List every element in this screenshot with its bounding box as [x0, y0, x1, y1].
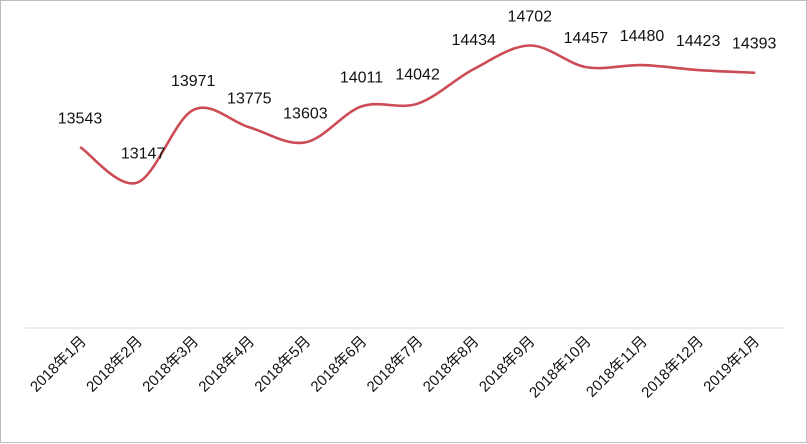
data-label: 14480: [620, 28, 665, 45]
data-label: 13147: [121, 146, 166, 163]
data-labels: 13543 13147 13971 13775 13603 14011 14042 14434…: [58, 8, 777, 162]
data-label: 14393: [732, 36, 777, 53]
x-tick-label: 2018年2月: [83, 333, 146, 396]
x-tick-labels: 2018年1月2018年2月2018年3月2018年4月2018年5月2018年…: [27, 333, 763, 402]
data-label: 14423: [676, 33, 721, 50]
data-label: 14702: [508, 8, 553, 25]
x-tick-label: 2018年8月: [420, 333, 483, 396]
data-label: 13603: [283, 105, 328, 122]
data-label: 14011: [340, 69, 383, 86]
x-tick-label: 2018年1月: [27, 333, 90, 396]
data-label: 13775: [227, 90, 272, 107]
x-tick-label: 2018年5月: [251, 333, 314, 396]
data-label: 14042: [395, 67, 440, 84]
x-tick-label: 2018年3月: [139, 333, 202, 396]
data-label: 14434: [451, 32, 496, 49]
data-label: 13971: [171, 73, 216, 90]
data-label: 14457: [564, 30, 609, 47]
x-tick-label: 2018年7月: [364, 333, 427, 396]
series-line: [79, 44, 756, 185]
x-tick-label: 2018年4月: [195, 333, 258, 396]
data-label: 13543: [58, 111, 103, 128]
x-tick-label: 2019年1月: [700, 333, 763, 396]
x-tick-label: 2018年6月: [308, 333, 371, 396]
